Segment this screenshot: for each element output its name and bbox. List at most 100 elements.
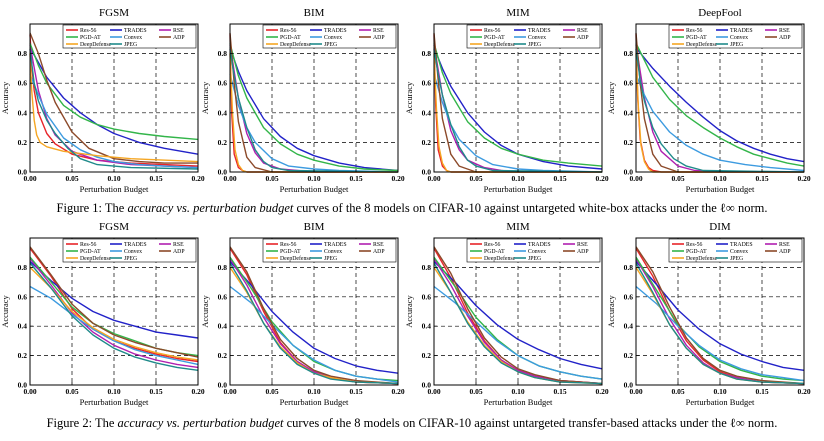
y-tick-label: 0.4	[624, 108, 634, 117]
x-axis-label: Perturbation Budget	[484, 397, 553, 407]
legend-label: RSE	[173, 28, 184, 34]
y-tick-label: 0.8	[218, 263, 228, 272]
legend-label: ADP	[779, 249, 791, 255]
chart-title: DIM	[709, 221, 731, 233]
x-tick-label: 0.00	[629, 387, 642, 396]
legend-label: ADP	[373, 249, 385, 255]
chart-title: FGSM	[99, 7, 129, 19]
caption-prefix: Figure 2: The	[46, 416, 118, 430]
chart-panel-3: 0.00 0.05 0.10 0.15 0.20 0.0 0.2 0.4 0.6 0.8 MIM Pe…	[404, 7, 609, 194]
legend-label: Res-56	[484, 242, 501, 248]
legend-label: Convex	[124, 249, 142, 255]
series-line-convex	[229, 285, 399, 383]
series-line-pgd-at	[29, 42, 199, 141]
legend-label: TRADES	[528, 28, 551, 34]
y-tick-label: 0.6	[624, 292, 634, 301]
y-tick-label: 0.6	[218, 79, 228, 88]
y-tick-label: 0.0	[422, 168, 432, 177]
caption-prefix: Figure 1: The	[56, 201, 128, 215]
legend-label: DeepDefense	[80, 41, 112, 48]
x-tick-label: 0.00	[23, 174, 36, 183]
y-tick-label: 0.6	[18, 79, 28, 88]
y-tick-label: 0.6	[422, 79, 432, 88]
series-line-trades	[229, 47, 399, 172]
y-tick-label: 0.0	[218, 381, 228, 390]
legend-label: DeepDefense	[686, 255, 718, 262]
x-tick-label: 0.00	[23, 387, 36, 396]
legend-label: RSE	[577, 242, 588, 248]
legend-label: JPEG	[324, 42, 337, 48]
legend-label: ADP	[779, 35, 791, 41]
y-tick-label: 0.4	[18, 322, 28, 331]
x-tick-label: 0.00	[223, 387, 236, 396]
y-tick-label: 0.4	[422, 108, 432, 117]
chart-title: DeepFool	[698, 7, 741, 19]
series-line-adp	[433, 246, 603, 385]
x-tick-label: 0.20	[595, 174, 608, 183]
chart-title: MIM	[506, 7, 529, 19]
y-tick-label: 0.4	[422, 322, 432, 331]
y-axis-label: Accuracy	[0, 81, 10, 114]
y-axis-label: Accuracy	[200, 81, 210, 114]
x-axis-label: Perturbation Budget	[80, 397, 149, 407]
y-axis-label: Accuracy	[606, 81, 616, 114]
y-tick-label: 0.8	[624, 49, 634, 58]
chart-legend: Res-56 TRADES RSE PGD-AT Convex ADP DeepDefens…	[262, 238, 397, 263]
chart-title: FGSM	[99, 221, 129, 233]
legend-label: Convex	[528, 249, 546, 255]
x-tick-label: 0.20	[797, 387, 810, 396]
chart-legend: Res-56 TRADES RSE PGD-AT Convex ADP DeepDefens…	[668, 238, 803, 263]
series-line-pgd-at	[433, 43, 603, 167]
series-line-jpeg	[433, 49, 603, 173]
y-tick-label: 0.8	[422, 263, 432, 272]
chart-legend: Res-56 TRADES RSE PGD-AT Convex ADP DeepDefens…	[466, 238, 601, 263]
legend-label: Res-56	[686, 242, 703, 248]
legend-label: Convex	[730, 35, 748, 41]
series-line-trades	[29, 260, 199, 339]
legend-label: ADP	[173, 249, 185, 255]
series-line-trades	[433, 261, 603, 370]
legend-label: ADP	[577, 249, 589, 255]
legend-label: ADP	[173, 35, 185, 41]
y-tick-label: 0.2	[624, 138, 634, 147]
legend-label: PGD-AT	[280, 35, 301, 41]
x-tick-label: 0.05	[469, 387, 482, 396]
series-line-jpeg	[635, 49, 805, 173]
y-tick-label: 0.8	[18, 263, 28, 272]
legend-label: JPEG	[730, 42, 743, 48]
series-line-trades	[229, 261, 399, 374]
legend-label: DeepDefense	[80, 255, 112, 262]
y-tick-label: 0.0	[422, 381, 432, 390]
legend-label: TRADES	[730, 28, 753, 34]
caption-emphasis: accuracy vs. perturbation budget	[117, 416, 284, 430]
y-tick-label: 0.0	[624, 168, 634, 177]
x-axis-label: Perturbation Budget	[484, 184, 553, 194]
x-axis-label: Perturbation Budget	[280, 397, 349, 407]
y-tick-label: 0.0	[18, 381, 28, 390]
legend-label: TRADES	[324, 242, 347, 248]
x-tick-label: 0.10	[713, 387, 726, 396]
legend-label: TRADES	[324, 28, 347, 34]
chart-panel-6: 0.00 0.05 0.10 0.15 0.20 0.0 0.2 0.4 0.6 0.8 BIM Pe…	[200, 221, 405, 407]
x-axis-label: Perturbation Budget	[80, 184, 149, 194]
legend-label: TRADES	[124, 242, 147, 248]
y-axis-label: Accuracy	[0, 294, 10, 327]
x-tick-label: 0.10	[511, 387, 524, 396]
series-line-jpeg	[29, 49, 199, 170]
series-line-trades	[433, 47, 603, 170]
y-tick-label: 0.4	[218, 322, 228, 331]
chart-title: BIM	[304, 221, 325, 233]
series-line-adp	[29, 32, 198, 164]
legend-label: TRADES	[730, 242, 753, 248]
legend-label: Convex	[324, 249, 342, 255]
series-line-jpeg	[29, 262, 199, 371]
legend-label: Res-56	[280, 242, 297, 248]
x-tick-label: 0.10	[307, 174, 320, 183]
figure-2-caption: Figure 2: The accuracy vs. perturbation …	[0, 416, 824, 431]
x-tick-label: 0.10	[307, 387, 320, 396]
x-axis-label: Perturbation Budget	[280, 184, 349, 194]
legend-label: TRADES	[124, 28, 147, 34]
series-line-pgd-at	[229, 43, 399, 172]
x-tick-label: 0.00	[629, 174, 642, 183]
x-tick-label: 0.15	[755, 174, 768, 183]
